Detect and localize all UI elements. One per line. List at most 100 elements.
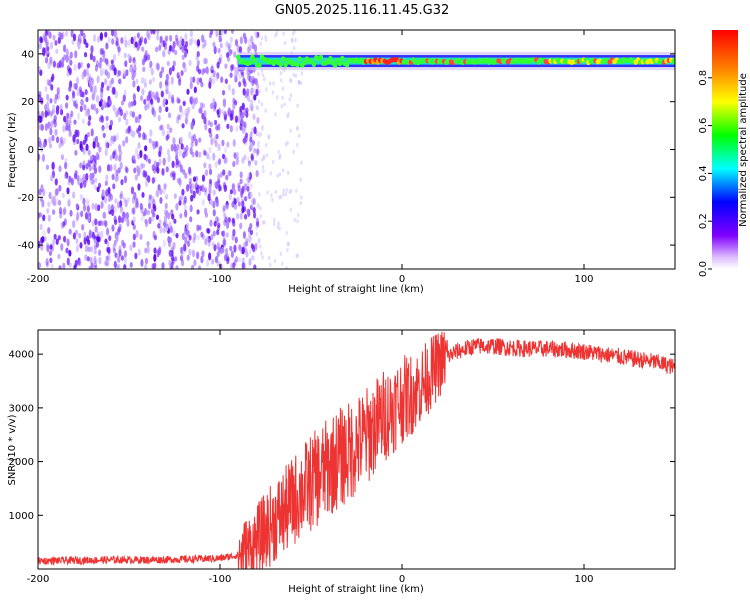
heatmap-noise-cell xyxy=(141,46,145,52)
heatmap-noise-cell xyxy=(99,220,103,226)
heatmap-noise-cell xyxy=(45,164,50,170)
heatmap-noise-cell xyxy=(209,131,213,138)
heatmap-noise-cell xyxy=(242,88,246,96)
heatmap-noise-cell xyxy=(100,115,104,124)
heatmap-noise-cell xyxy=(135,229,139,238)
heatmap-noise-cell xyxy=(55,238,59,245)
heatmap-noise-cell xyxy=(109,139,113,147)
heatmap-noise-cell xyxy=(108,124,112,131)
heatmap-noise-cell xyxy=(50,84,54,91)
snr-series-line xyxy=(38,331,675,569)
heatmap-noise-cell xyxy=(172,229,176,237)
heatmap-noise-cell xyxy=(186,106,191,114)
heatmap-noise-cell xyxy=(241,157,245,164)
heatmap-noise-cell xyxy=(84,135,88,144)
heatmap-noise-cell xyxy=(59,109,64,116)
heatmap-noise-cell xyxy=(227,217,231,223)
heatmap-noise-cell xyxy=(198,151,202,158)
heatmap-noise-cell xyxy=(239,36,243,45)
heatmap-noise-cell xyxy=(299,80,303,86)
heatmap-noise-cell xyxy=(283,102,286,107)
heatmap-noise-cell xyxy=(93,165,97,174)
heatmap-noise-cell xyxy=(255,231,259,237)
heatmap-noise-cell xyxy=(164,37,168,46)
heatmap-noise-cell xyxy=(139,162,144,170)
heatmap-noise-cell xyxy=(123,264,127,269)
heatmap-noise-cell xyxy=(222,230,226,238)
spectrogram-ylabel: Frequency (Hz) xyxy=(7,112,18,188)
heatmap-noise-cell xyxy=(259,244,262,249)
heatmap-noise-cell xyxy=(142,66,146,73)
heatmap-noise-cell xyxy=(179,105,183,113)
heatmap-noise-cell xyxy=(209,75,213,84)
heatmap-noise-cell xyxy=(83,38,87,45)
heatmap-noise-cell xyxy=(60,221,65,229)
heatmap-noise-cell xyxy=(49,127,53,136)
heatmap-noise-cell xyxy=(106,241,110,247)
heatmap-noise-cell xyxy=(152,143,156,150)
heatmap-noise-cell xyxy=(132,154,136,161)
heatmap-noise-cell xyxy=(201,43,205,49)
heatmap-noise-cell xyxy=(69,59,73,66)
heatmap-noise-cell xyxy=(66,112,70,120)
heatmap-noise-cell xyxy=(221,139,225,147)
heatmap-noise-cell xyxy=(209,121,213,128)
heatmap-noise-cell xyxy=(300,195,303,200)
heatmap-noise-cell xyxy=(196,59,200,66)
heatmap-noise-cell xyxy=(93,255,97,265)
heatmap-noise-cell xyxy=(255,88,259,97)
heatmap-noise-cell xyxy=(156,96,161,104)
heatmap-noise-cell xyxy=(232,97,236,104)
heatmap-noise-cell xyxy=(137,153,141,160)
heatmap-noise-cell xyxy=(85,96,89,103)
colorbar-tick-label: 0.2 xyxy=(698,213,709,229)
heatmap-noise-cell xyxy=(124,165,128,173)
heatmap-noise-cell xyxy=(278,153,282,159)
heatmap-noise-cell xyxy=(91,93,95,100)
heatmap-noise-cell xyxy=(171,65,175,72)
heatmap-noise-cell xyxy=(147,202,152,210)
heatmap-noise-cell xyxy=(179,164,183,173)
heatmap-noise-cell xyxy=(235,157,239,166)
heatmap-noise-cell xyxy=(170,94,175,103)
heatmap-noise-cell xyxy=(233,66,238,73)
heatmap-noise-cell xyxy=(147,32,151,41)
heatmap-noise-cell xyxy=(170,76,174,85)
heatmap-noise-cell xyxy=(240,187,244,195)
heatmap-noise-cell xyxy=(279,70,283,76)
heatmap-noise-cell xyxy=(44,123,48,132)
heatmap-noise-cell xyxy=(118,215,122,224)
heatmap-noise-cell xyxy=(257,72,260,77)
heatmap-noise-cell xyxy=(111,86,115,94)
heatmap-noise-cell xyxy=(183,195,187,204)
colorbar: 0.0 0.2 0.4 0.6 0.8 Normalized spectral ampl… xyxy=(698,30,749,277)
heatmap-noise-cell xyxy=(251,198,255,205)
heatmap-noise-cell xyxy=(159,188,163,195)
heatmap-noise-cell xyxy=(75,203,79,209)
heatmap-noise-cell xyxy=(136,85,140,92)
heatmap-noise-cell xyxy=(227,107,231,114)
heatmap-noise-cell xyxy=(203,150,207,156)
heatmap-noise-cell xyxy=(119,161,123,170)
heatmap-noise-cell xyxy=(234,236,238,244)
heatmap-noise-cell xyxy=(163,215,168,224)
heatmap-noise-cell xyxy=(56,87,60,95)
heatmap-noise-cell xyxy=(208,185,212,194)
heatmap-noise-cell xyxy=(87,159,91,166)
heatmap-noise-cell xyxy=(249,223,253,230)
heatmap-noise-cell xyxy=(259,213,263,219)
heatmap-noise-cell xyxy=(52,209,56,215)
heatmap-noise-cell xyxy=(149,89,153,98)
heatmap-noise-cell xyxy=(171,213,175,220)
heatmap-noise-cell xyxy=(119,109,124,117)
heatmap-noise-cell xyxy=(59,136,64,144)
heatmap-noise-cell xyxy=(274,33,277,38)
heatmap-noise-cell xyxy=(48,143,53,149)
heatmap-noise-cell xyxy=(243,213,248,220)
heatmap-noise-cell xyxy=(104,142,108,149)
heatmap-noise-cell xyxy=(238,81,242,88)
colorbar-ticks: 0.0 0.2 0.4 0.6 0.8 xyxy=(698,70,712,277)
heatmap-noise-cell xyxy=(211,258,215,265)
heatmap-noise-cell xyxy=(223,254,228,262)
heatmap-noise-cell xyxy=(132,233,136,241)
